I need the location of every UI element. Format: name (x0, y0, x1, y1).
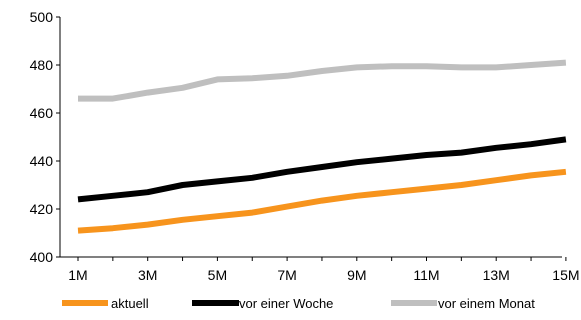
series-line-aktuell (77, 168, 567, 234)
x-tick-label: 3M (138, 267, 157, 283)
y-tick-label: 420 (30, 201, 54, 217)
x-tick-label: 11M (413, 267, 439, 283)
y-tick-label: 500 (30, 9, 54, 25)
x-tick-label: 1M (68, 267, 87, 283)
legend-label: vor einem Monat (438, 296, 535, 311)
series-line-vor-einer-woche (77, 136, 567, 203)
y-tick-label: 440 (30, 153, 54, 169)
x-tick-label: 15M (552, 267, 579, 283)
y-axis-ticks: 400 420 440 460 480 500 (30, 9, 60, 265)
y-tick-label: 480 (30, 57, 54, 73)
y-tick-label: 460 (30, 105, 54, 121)
x-tick-label: 13M (483, 267, 510, 283)
legend-label: vor einer Woche (239, 296, 333, 311)
series-layer (77, 59, 567, 234)
x-tick-label: 5M (208, 267, 227, 283)
axes (59, 17, 562, 258)
x-axis-ticks: 1M 3M 5M 7M 9M 11M 13M 15M (68, 257, 580, 283)
series-line-vor-einem-monat (78, 59, 567, 102)
x-tick-label: 9M (347, 267, 366, 283)
legend: aktuell vor einer Woche vor einem Monat (62, 296, 535, 311)
y-tick-label: 400 (30, 249, 54, 265)
x-tick-label: 7M (277, 267, 296, 283)
legend-label: aktuell (111, 296, 149, 311)
